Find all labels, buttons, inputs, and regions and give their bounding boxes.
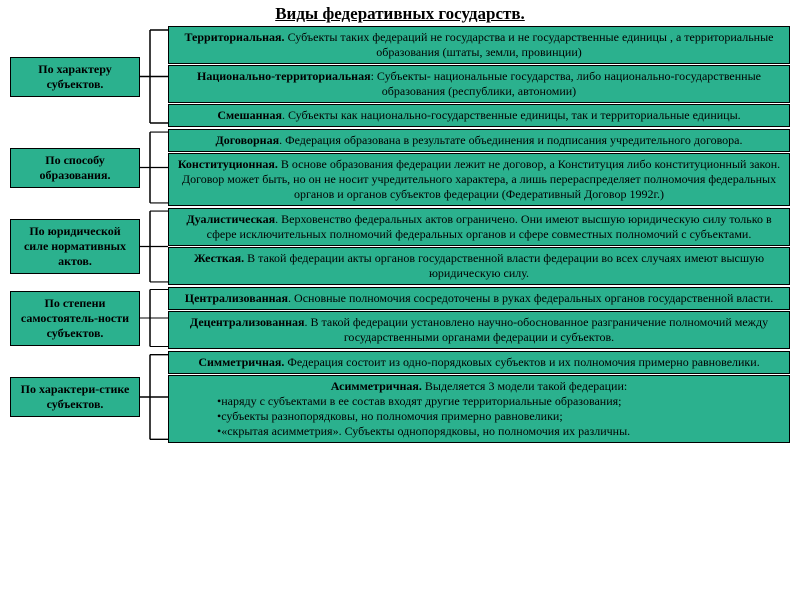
item-box: Жесткая. В такой федерации акты органов … bbox=[168, 247, 790, 285]
item-box: Конституционная. В основе образования фе… bbox=[168, 153, 790, 206]
item-body: Выделяется 3 модели такой федерации: bbox=[422, 379, 627, 393]
item-bullet: •«скрытая асимметрия». Субъекты однопоря… bbox=[177, 424, 781, 439]
items-column: Дуалистическая. Верховенство федеральных… bbox=[168, 208, 790, 285]
category-box: По характери-стике субъектов. bbox=[10, 377, 140, 417]
item-head: Симметричная. bbox=[198, 355, 284, 369]
items-column: Договорная. Федерация образована в резул… bbox=[168, 129, 790, 206]
item-head: Договорная bbox=[216, 133, 280, 147]
item-body: : Субъекты- национальные государства, ли… bbox=[371, 69, 761, 98]
page-title: Виды федеративных государств. bbox=[0, 0, 800, 26]
item-box: Асимметричная. Выделяется 3 модели такой… bbox=[168, 375, 790, 443]
item-body: . В такой федерации установлено научно-о… bbox=[305, 315, 769, 344]
item-head: Конституционная. bbox=[178, 157, 278, 171]
item-body: Федерация состоит из одно-порядковых суб… bbox=[284, 355, 759, 369]
item-box: Национально-территориальная: Субъекты- н… bbox=[168, 65, 790, 103]
item-head: Дуалистическая bbox=[186, 212, 275, 226]
item-box: Территориальная. Субъекты таких федераци… bbox=[168, 26, 790, 64]
item-box: Смешанная. Субъекты как национально-госу… bbox=[168, 104, 790, 127]
item-body: . Субъекты как национально-государственн… bbox=[282, 108, 741, 122]
section: По характеру субъектов. Территориальная.… bbox=[10, 26, 790, 127]
section: По характери-стике субъектов. Симметричн… bbox=[10, 351, 790, 443]
item-bullet: •наряду с субъектами в ее состав входят … bbox=[177, 394, 781, 409]
item-box: Централизованная. Основные полномочия со… bbox=[168, 287, 790, 310]
items-column: Централизованная. Основные полномочия со… bbox=[168, 287, 790, 349]
item-head: Национально-территориальная bbox=[197, 69, 371, 83]
section: По способу образования. Договорная. Феде… bbox=[10, 129, 790, 206]
bracket-icon bbox=[140, 351, 168, 443]
bracket-icon bbox=[140, 208, 168, 285]
bracket-icon bbox=[140, 26, 168, 127]
item-head: Децентрализованная bbox=[190, 315, 305, 329]
section: По степени самостоятель-ности субъектов.… bbox=[10, 287, 790, 349]
item-body: . Основные полномочия сосредоточены в ру… bbox=[288, 291, 773, 305]
section: По юридической силе нормативных актов. Д… bbox=[10, 208, 790, 285]
item-box: Симметричная. Федерация состоит из одно-… bbox=[168, 351, 790, 374]
item-head: Территориальная. bbox=[185, 30, 285, 44]
category-box: По способу образования. bbox=[10, 148, 140, 188]
item-body: В такой федерации акты органов государст… bbox=[244, 251, 764, 280]
diagram-container: По характеру субъектов. Территориальная.… bbox=[0, 26, 800, 443]
item-body: Субъекты таких федераций не государства … bbox=[285, 30, 774, 59]
bracket-icon bbox=[140, 287, 168, 349]
item-box: Договорная. Федерация образована в резул… bbox=[168, 129, 790, 152]
category-box: По характеру субъектов. bbox=[10, 57, 140, 97]
item-head: Централизованная bbox=[185, 291, 288, 305]
item-head: Асимметричная. bbox=[331, 379, 422, 393]
item-body: . Федерация образована в результате объе… bbox=[279, 133, 742, 147]
item-head: Смешанная bbox=[217, 108, 282, 122]
category-box: По степени самостоятель-ности субъектов. bbox=[10, 291, 140, 346]
category-box: По юридической силе нормативных актов. bbox=[10, 219, 140, 274]
item-box: Децентрализованная. В такой федерации ус… bbox=[168, 311, 790, 349]
bracket-icon bbox=[140, 129, 168, 206]
item-head: Жесткая. bbox=[194, 251, 244, 265]
item-body: . Верховенство федеральных актов огранич… bbox=[207, 212, 772, 241]
item-bullet: •субъекты разнопорядковы, но полномочия … bbox=[177, 409, 781, 424]
items-column: Симметричная. Федерация состоит из одно-… bbox=[168, 351, 790, 443]
item-box: Дуалистическая. Верховенство федеральных… bbox=[168, 208, 790, 246]
items-column: Территориальная. Субъекты таких федераци… bbox=[168, 26, 790, 127]
